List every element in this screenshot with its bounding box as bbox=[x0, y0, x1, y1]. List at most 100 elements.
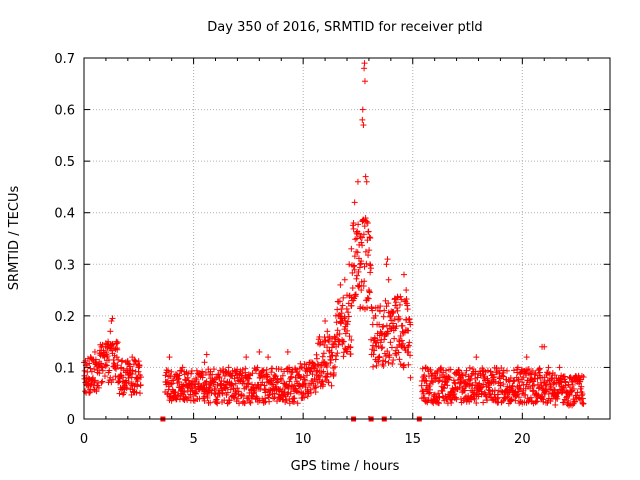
data-point bbox=[109, 341, 116, 348]
data-point bbox=[488, 394, 495, 401]
data-point bbox=[361, 278, 368, 285]
data-point bbox=[407, 352, 414, 359]
data-point bbox=[257, 385, 264, 392]
data-point bbox=[499, 372, 506, 379]
data-point bbox=[209, 371, 216, 378]
data-point bbox=[391, 316, 398, 323]
data-point bbox=[199, 368, 206, 375]
x-tick-label: 5 bbox=[189, 432, 197, 447]
data-point bbox=[472, 379, 479, 386]
data-point bbox=[420, 390, 427, 397]
data-point bbox=[324, 370, 331, 377]
data-point bbox=[301, 394, 308, 401]
data-point bbox=[500, 373, 507, 380]
data-point bbox=[109, 340, 116, 347]
data-point bbox=[369, 342, 376, 349]
y-tick-label: 0.2 bbox=[54, 310, 75, 325]
data-point bbox=[378, 345, 385, 352]
data-point bbox=[123, 385, 130, 392]
data-point bbox=[461, 387, 468, 394]
y-tick-label: 0.6 bbox=[54, 104, 75, 119]
data-point bbox=[382, 358, 389, 365]
data-point bbox=[370, 351, 377, 358]
data-point bbox=[503, 367, 510, 374]
y-tick-label: 0.3 bbox=[54, 258, 75, 273]
data-point bbox=[294, 400, 301, 407]
data-point bbox=[224, 400, 231, 407]
data-point bbox=[355, 283, 362, 290]
data-point bbox=[87, 365, 94, 372]
data-point bbox=[106, 367, 113, 374]
data-point bbox=[214, 393, 221, 400]
chart-title: Day 350 of 2016, SRMTID for receiver ptl… bbox=[207, 20, 482, 35]
data-point bbox=[334, 327, 341, 334]
data-point bbox=[486, 384, 493, 391]
data-point bbox=[98, 360, 105, 367]
data-point bbox=[405, 361, 412, 368]
data-point bbox=[129, 367, 136, 374]
data-point bbox=[115, 356, 122, 363]
data-point bbox=[376, 321, 383, 328]
data-point bbox=[240, 392, 247, 399]
data-point bbox=[451, 379, 458, 386]
data-point bbox=[440, 374, 447, 381]
data-point bbox=[332, 335, 339, 342]
x-tick-label: 10 bbox=[295, 432, 312, 447]
data-point bbox=[351, 266, 358, 273]
data-point bbox=[361, 263, 368, 270]
data-point bbox=[354, 272, 361, 279]
data-point bbox=[279, 372, 286, 379]
data-point bbox=[388, 344, 395, 351]
data-point bbox=[500, 381, 507, 388]
data-point bbox=[133, 389, 140, 396]
data-point bbox=[539, 374, 546, 381]
data-point bbox=[421, 372, 428, 379]
data-point bbox=[405, 342, 412, 349]
data-point bbox=[515, 394, 522, 401]
data-point bbox=[264, 373, 271, 380]
data-point bbox=[313, 355, 320, 362]
data-point bbox=[390, 357, 397, 364]
data-point bbox=[360, 231, 367, 238]
data-point bbox=[365, 295, 372, 302]
data-point bbox=[104, 353, 111, 360]
data-point bbox=[397, 293, 404, 300]
data-point bbox=[343, 305, 350, 312]
data-points bbox=[81, 60, 587, 422]
data-point bbox=[396, 315, 403, 322]
data-point bbox=[391, 335, 398, 342]
data-point bbox=[389, 360, 396, 367]
data-point bbox=[484, 375, 491, 382]
data-point bbox=[399, 322, 406, 329]
data-point bbox=[342, 330, 349, 337]
data-point bbox=[232, 380, 239, 387]
data-point bbox=[347, 351, 354, 358]
data-point bbox=[299, 364, 306, 371]
data-point bbox=[451, 390, 458, 397]
data-point bbox=[270, 395, 277, 402]
data-point bbox=[312, 384, 319, 391]
data-point bbox=[305, 364, 312, 371]
data-point bbox=[114, 339, 121, 346]
data-point bbox=[137, 381, 144, 388]
data-point bbox=[463, 367, 470, 374]
data-point bbox=[236, 400, 243, 407]
data-point bbox=[355, 268, 362, 275]
data-point bbox=[406, 339, 413, 346]
data-point bbox=[164, 367, 171, 374]
data-point bbox=[120, 389, 127, 396]
data-point bbox=[243, 383, 250, 390]
data-point bbox=[109, 376, 116, 383]
data-point bbox=[407, 321, 414, 328]
data-point bbox=[283, 397, 290, 404]
data-point bbox=[340, 294, 347, 301]
data-point bbox=[534, 375, 541, 382]
data-point bbox=[286, 378, 293, 385]
data-point bbox=[364, 294, 371, 301]
data-point bbox=[314, 361, 321, 368]
data-point bbox=[302, 377, 309, 384]
data-point bbox=[254, 364, 261, 371]
data-point bbox=[345, 309, 352, 316]
data-point bbox=[497, 382, 504, 389]
data-point bbox=[345, 313, 352, 320]
